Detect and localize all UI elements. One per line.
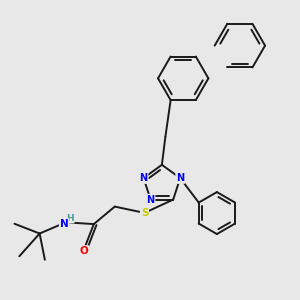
Text: N: N xyxy=(140,173,148,183)
Text: N: N xyxy=(176,173,184,183)
Text: N: N xyxy=(146,195,154,205)
Text: O: O xyxy=(80,246,88,256)
Text: H: H xyxy=(66,214,74,223)
Text: S: S xyxy=(141,208,148,218)
Text: N: N xyxy=(60,219,68,229)
